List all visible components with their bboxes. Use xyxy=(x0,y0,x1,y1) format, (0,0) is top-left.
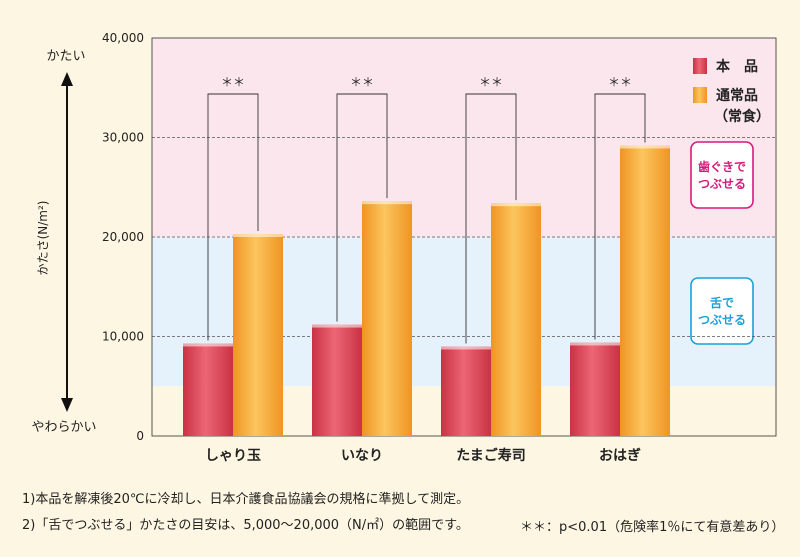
y-axis-label-group: かたさ(N/m²) xyxy=(36,201,50,276)
footnote-1: 1)本品を解凍後20℃に冷却し、日本介護食品協議会の規格に準拠して測定。 xyxy=(22,492,470,507)
significance-bracket-1 xyxy=(336,93,388,322)
band-label-text: つぶせる xyxy=(698,177,746,191)
y-top-label: かたい xyxy=(46,49,85,64)
y-bottom-label: やわらかい xyxy=(31,420,96,435)
y-tick-label-0: 0 xyxy=(136,429,144,443)
significance-mark-0: ＊＊ xyxy=(221,75,245,89)
band-label-text: 舌で xyxy=(710,295,734,310)
bar-top-highlight xyxy=(183,343,233,347)
legend-label-regular: 通常品 xyxy=(716,87,758,104)
significance-bracket-3 xyxy=(594,93,646,340)
y-axis-label: かたさ(N/m²) xyxy=(36,201,50,276)
bar-top-highlight xyxy=(233,234,283,238)
bar-top-highlight xyxy=(312,324,362,328)
y-arrow-head-up xyxy=(61,72,73,86)
bar-regular-1 xyxy=(362,201,412,436)
significance-bracket-2 xyxy=(465,93,517,344)
band-label-text: つぶせる xyxy=(698,313,746,327)
bar-regular-0 xyxy=(233,234,283,436)
category-label-1: いなり xyxy=(341,448,383,464)
bar-regular-3 xyxy=(620,145,670,436)
footnote-2: 2)「舌でつぶせる」かたさの目安は、5,000〜20,000（N/㎡）の範囲です… xyxy=(22,518,469,533)
y-tick-label-2: 20,000 xyxy=(102,230,144,244)
y-arrow-head-down xyxy=(61,398,73,412)
category-label-2: たまご寿司 xyxy=(456,447,526,464)
bar-top-highlight xyxy=(441,346,491,350)
significance-note: ＊＊：p<0.01（危険率1％にて有意差あり） xyxy=(520,520,785,535)
y-tick-label-4: 40,000 xyxy=(102,31,144,45)
y-tick-label-3: 30,000 xyxy=(102,131,144,145)
bars: しゃり玉 いなり たまご寿司 おはぎ xyxy=(183,145,670,464)
bar-top-highlight xyxy=(620,145,670,149)
significance-mark-2: ＊＊ xyxy=(479,75,503,89)
category-label-3: おはぎ xyxy=(599,447,641,464)
bar-regular-2 xyxy=(491,203,541,436)
significance-brackets: ＊＊ ＊＊ ＊＊ ＊＊ xyxy=(207,75,646,344)
significance-bracket-0 xyxy=(207,93,259,341)
band-label-box xyxy=(690,277,754,345)
significance-mark-3: ＊＊ xyxy=(608,75,632,89)
bar-top-highlight xyxy=(491,203,541,207)
legend-swatch-product xyxy=(693,58,707,74)
category-label-0: しゃり玉 xyxy=(205,448,261,464)
bar-product-0 xyxy=(183,343,233,436)
band-label-1: 舌でつぶせる xyxy=(690,277,754,345)
legend-label-regular-sub: （常食） xyxy=(714,108,770,125)
bar-product-1 xyxy=(312,324,362,436)
band-label-box xyxy=(690,141,754,209)
legend-label-product: 本 品 xyxy=(716,58,758,75)
bar-top-highlight xyxy=(362,201,412,205)
bar-product-2 xyxy=(441,346,491,436)
bar-top-highlight xyxy=(570,342,620,346)
band-label-text: 歯ぐきで xyxy=(698,159,746,174)
significance-mark-1: ＊＊ xyxy=(350,75,374,89)
bar-product-3 xyxy=(570,342,620,436)
y-tick-label-1: 10,000 xyxy=(102,330,144,344)
legend-swatch-regular xyxy=(693,87,707,103)
